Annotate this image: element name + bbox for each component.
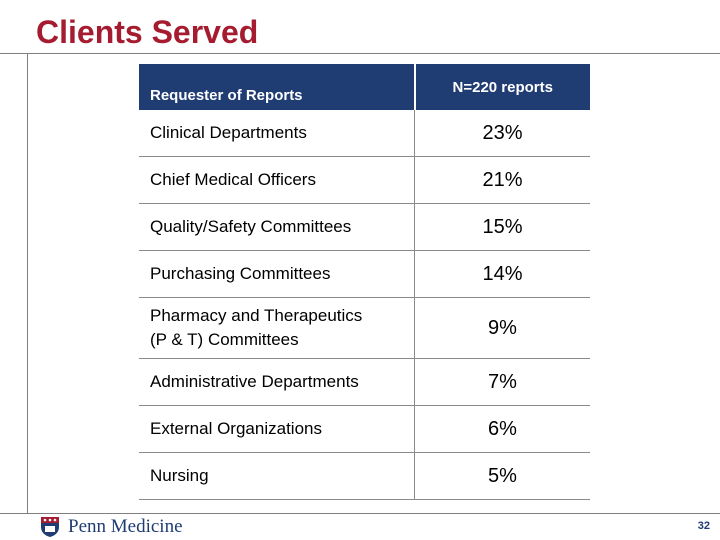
table-row: Administrative Departments 7% [139,358,590,406]
row-value: 9% [414,297,590,359]
footer-divider [0,513,720,514]
table-row: Chief Medical Officers 21% [139,156,590,204]
row-label: Nursing [139,452,415,500]
header-n-reports: N=220 reports [413,64,590,110]
logo-text: Penn Medicine [68,516,183,537]
page-title: Clients Served [36,14,259,50]
row-label-line1: Pharmacy and Therapeutics [150,306,363,325]
row-label: Purchasing Committees [139,250,415,298]
table-row: Purchasing Committees 14% [139,250,590,298]
row-value: 6% [414,405,590,453]
clients-table: Requester of Reports N=220 reports Clini… [139,64,590,500]
row-label: Administrative Departments [139,358,415,406]
table-row: Clinical Departments 23% [139,110,590,157]
row-value: 23% [414,110,590,157]
row-value: 14% [414,250,590,298]
page-number: 32 [697,520,710,532]
row-value: 5% [414,452,590,500]
left-margin-line [27,53,28,513]
table-row: External Organizations 6% [139,405,590,453]
penn-medicine-logo: Penn Medicine [40,516,183,538]
row-label: External Organizations [139,405,415,453]
header-requester: Requester of Reports [139,64,415,110]
table-row: Pharmacy and Therapeutics (P & T) Commit… [139,297,590,359]
table-header-row: Requester of Reports N=220 reports [139,64,590,110]
table-row: Nursing 5% [139,452,590,500]
row-value: 7% [414,358,590,406]
row-value: 15% [414,203,590,251]
row-label: Pharmacy and Therapeutics (P & T) Commit… [139,297,415,359]
row-label: Chief Medical Officers [139,156,415,204]
row-label-line2: (P & T) Committees [150,330,299,349]
row-label: Clinical Departments [139,110,415,157]
row-label: Quality/Safety Committees [139,203,415,251]
row-value: 21% [414,156,590,204]
penn-shield-icon [41,517,59,537]
table-row: Quality/Safety Committees 15% [139,203,590,251]
title-divider [0,53,720,54]
